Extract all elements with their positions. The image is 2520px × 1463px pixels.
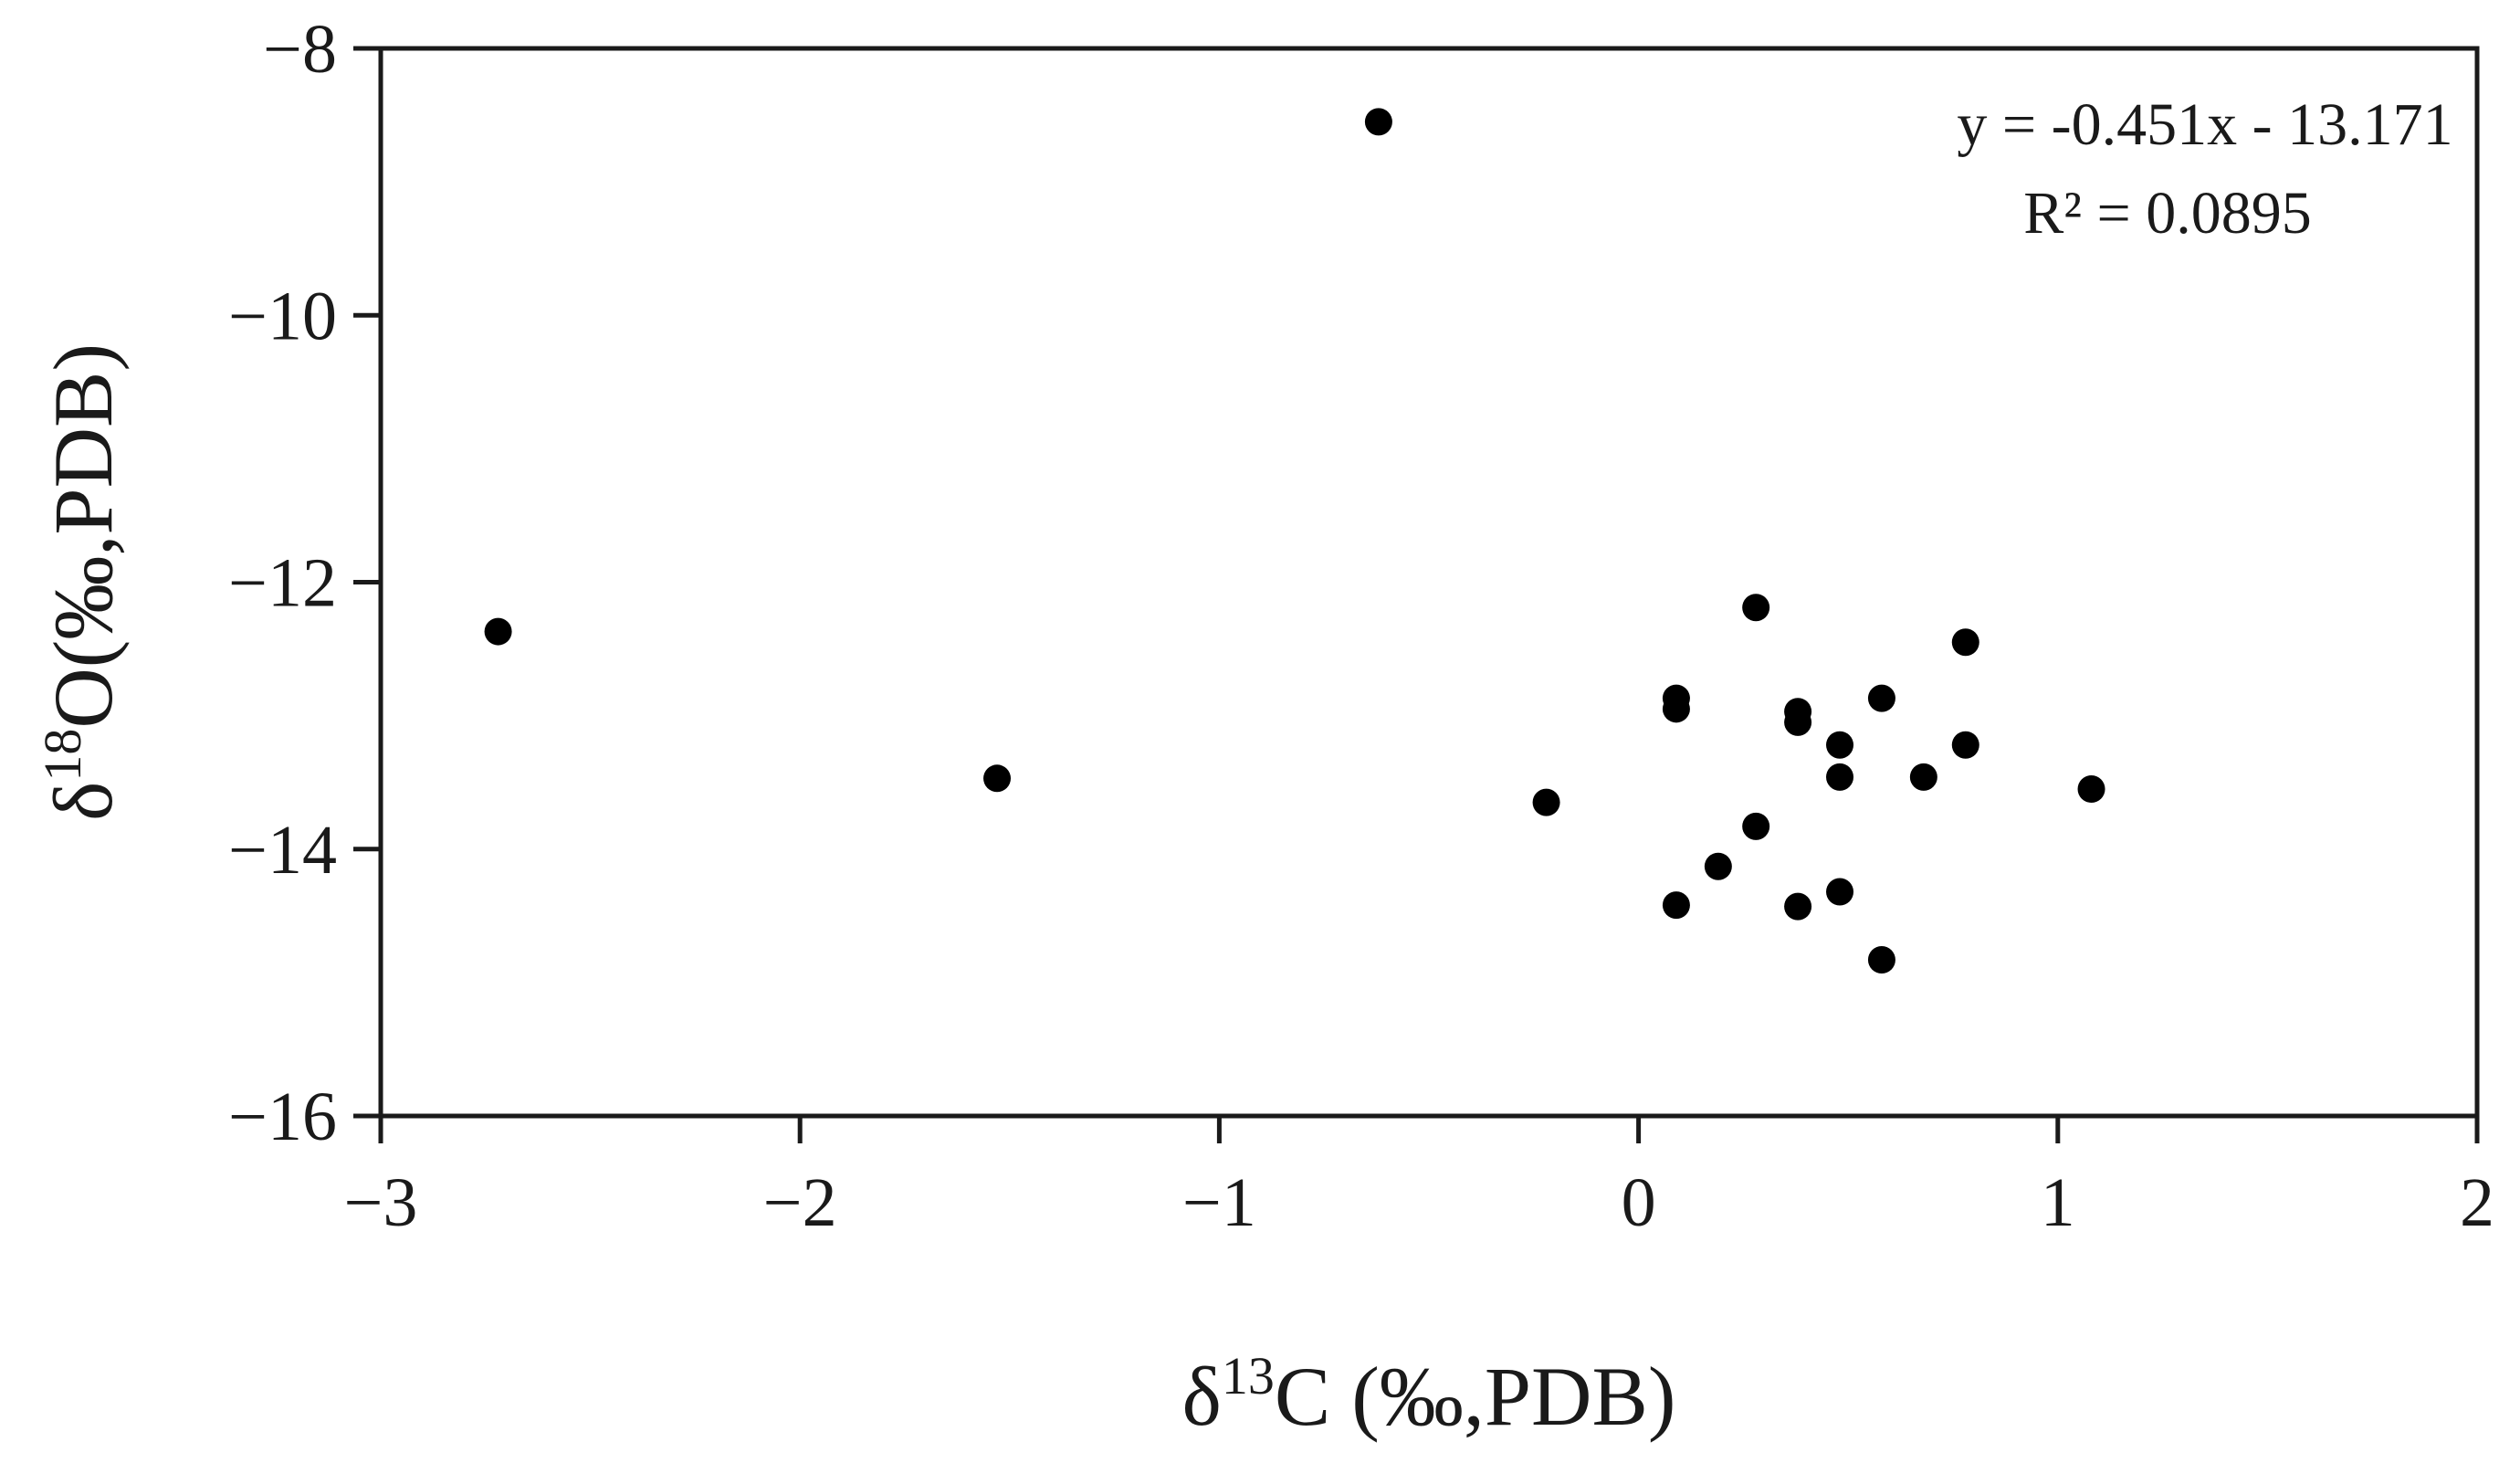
x-axis-title-suffix: C (‰,PDB) xyxy=(1275,1350,1676,1443)
y-tick-label: −16 xyxy=(228,1079,337,1155)
y-axis-title: δ18O(‰,PDB) xyxy=(33,343,130,821)
data-point xyxy=(1826,878,1854,906)
data-point xyxy=(2077,774,2105,803)
data-point xyxy=(1951,731,1979,759)
data-points xyxy=(484,108,2105,974)
data-point xyxy=(1867,946,1895,974)
x-axis-title: δ13C (‰,PDB) xyxy=(1182,1346,1676,1443)
data-point xyxy=(484,617,512,646)
x-axis-title-superscript: 13 xyxy=(1222,1346,1275,1405)
y-axis-title-prefix: δ xyxy=(37,782,130,821)
y-tick-label: −8 xyxy=(263,11,337,88)
data-point xyxy=(1784,892,1812,921)
data-point xyxy=(1662,891,1690,920)
data-point xyxy=(1364,108,1392,136)
regression-equation: y = -0.451x - 13.171 xyxy=(1957,91,2452,158)
x-axis-title-prefix: δ xyxy=(1182,1350,1222,1443)
y-axis-title-superscript: 18 xyxy=(33,729,92,782)
x-tick-label: −1 xyxy=(1182,1164,1256,1241)
data-point xyxy=(1909,763,1937,791)
data-point xyxy=(1742,594,1770,622)
x-tick-label: −3 xyxy=(344,1164,418,1241)
r-squared-label: R² = 0.0895 xyxy=(2023,180,2312,247)
x-tick-label: −2 xyxy=(763,1164,837,1241)
data-point xyxy=(1704,852,1732,880)
data-point xyxy=(1826,763,1854,791)
data-point xyxy=(1867,684,1895,712)
y-tick-label: −10 xyxy=(228,278,337,354)
data-point xyxy=(1532,788,1560,816)
y-tick-label: −14 xyxy=(228,812,337,889)
data-point xyxy=(1826,731,1854,759)
x-axis-ticks: −3 −2 −1 0 1 2 xyxy=(344,1116,2494,1241)
data-point xyxy=(1951,628,1979,657)
y-axis-title-suffix: O(‰,PDB) xyxy=(37,343,130,729)
data-point xyxy=(983,764,1012,793)
data-point xyxy=(1784,708,1812,736)
x-tick-label: 1 xyxy=(2041,1164,2075,1241)
y-tick-label: −12 xyxy=(228,545,337,622)
y-axis-ticks: −16 −14 −12 −10 −8 xyxy=(228,11,381,1155)
x-tick-label: 0 xyxy=(1622,1164,1656,1241)
data-point xyxy=(1662,695,1690,723)
x-tick-label: 2 xyxy=(2460,1164,2494,1241)
data-point xyxy=(1742,812,1770,840)
